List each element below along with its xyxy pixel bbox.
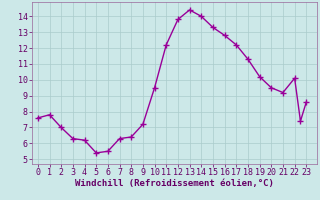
X-axis label: Windchill (Refroidissement éolien,°C): Windchill (Refroidissement éolien,°C): [75, 179, 274, 188]
